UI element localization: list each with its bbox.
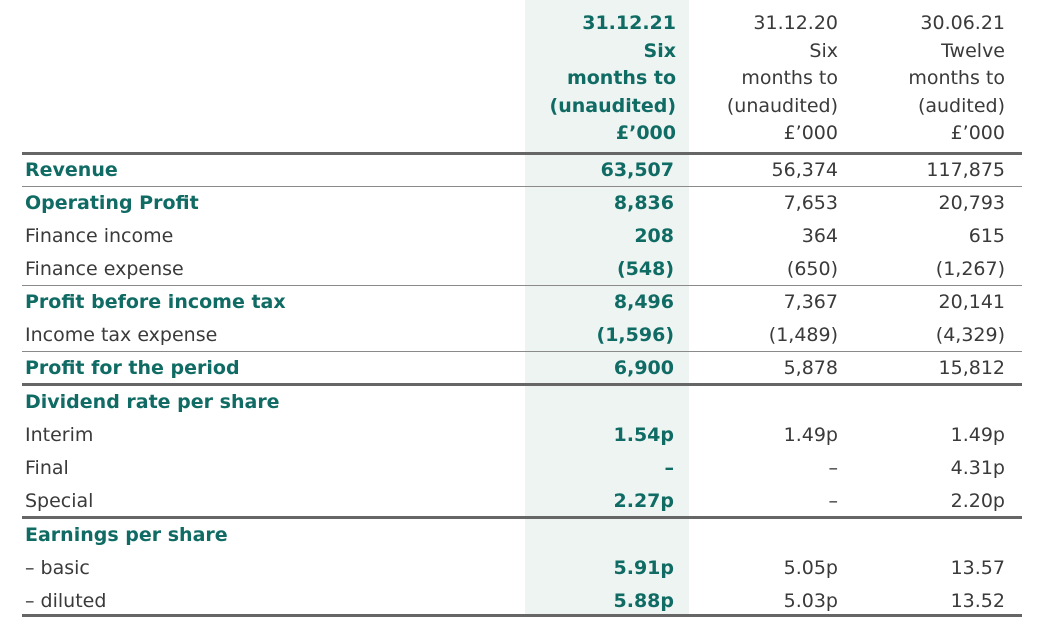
section-rule	[22, 383, 1022, 386]
value-current: 63,507	[600, 159, 674, 181]
value-prior: 7,653	[783, 192, 838, 214]
section-heading-row: Dividend rate per share	[22, 386, 1022, 419]
column-header-date: 31.12.21	[582, 12, 676, 34]
value-prior: 5,878	[783, 357, 838, 379]
value-annual: 2.20p	[950, 490, 1005, 512]
value-current: 8,836	[613, 192, 674, 214]
column-header-unit: £’000	[783, 122, 838, 144]
row-divider	[22, 285, 1022, 287]
column-header-months: months to	[566, 67, 676, 89]
row-label: Revenue	[25, 159, 118, 181]
table-row: – diluted 5.88p 5.03p 13.52	[22, 585, 1022, 618]
section-heading: Earnings per share	[25, 524, 228, 546]
current-period-column-shading	[525, 0, 689, 614]
table-row: Profit before income tax 8,496 7,367 20,…	[22, 286, 1022, 319]
value-current: 2.27p	[613, 490, 674, 512]
column-header-audit: (unaudited)	[549, 94, 676, 117]
value-annual: 20,793	[938, 192, 1005, 214]
value-annual: (4,329)	[935, 324, 1005, 346]
value-current: 5.91p	[613, 557, 674, 579]
value-prior: 56,374	[771, 159, 838, 181]
value-prior: –	[828, 490, 839, 512]
row-label: Profit for the period	[25, 357, 240, 379]
section-heading: Dividend rate per share	[25, 391, 280, 413]
value-current: (548)	[616, 258, 674, 280]
row-label: Operating Profit	[25, 192, 199, 214]
column-header-months: months to	[741, 67, 838, 89]
table-row: Special 2.27p – 2.20p	[22, 485, 1022, 518]
column-header-current: 31.12.21 Six months to (unaudited) £’000	[512, 10, 676, 148]
column-header-unit: £’000	[950, 122, 1005, 144]
row-label: Interim	[25, 424, 94, 446]
row-label: Special	[25, 490, 94, 512]
value-annual: 4.31p	[950, 457, 1005, 479]
column-header-period: Twelve	[941, 39, 1005, 62]
value-annual: 117,875	[926, 159, 1005, 181]
table-bottom-rule	[22, 614, 1022, 617]
row-label: Income tax expense	[25, 324, 218, 346]
column-header-audit: (audited)	[917, 94, 1005, 117]
table-row: – basic 5.91p 5.05p 13.57	[22, 552, 1022, 585]
value-prior: 5.03p	[783, 590, 838, 612]
value-prior: –	[828, 457, 839, 479]
value-current: 5.88p	[613, 590, 674, 612]
value-annual: 13.52	[950, 590, 1005, 612]
column-header-period: Six	[809, 39, 838, 62]
column-header-annual: 30.06.21 Twelve months to (audited) £’00…	[847, 10, 1005, 148]
value-prior: (650)	[786, 258, 838, 280]
row-label: Finance expense	[25, 258, 184, 280]
value-annual: 15,812	[938, 357, 1005, 379]
value-prior: 1.49p	[783, 424, 838, 446]
table-row: Finance expense (548) (650) (1,267)	[22, 253, 1022, 286]
value-current: 6,900	[613, 357, 674, 379]
value-annual: 13.57	[950, 557, 1005, 579]
value-current: 8,496	[613, 291, 674, 313]
column-header-audit: (unaudited)	[726, 94, 838, 117]
financial-summary-table: 31.12.21 Six months to (unaudited) £’000…	[22, 0, 1022, 640]
row-label: – diluted	[25, 590, 107, 612]
value-annual: 1.49p	[950, 424, 1005, 446]
value-annual: 20,141	[938, 291, 1005, 313]
header-rule	[22, 152, 1022, 155]
table-row: Final – – 4.31p	[22, 452, 1022, 485]
column-header-period: Six	[643, 39, 676, 62]
table-row: Profit for the period 6,900 5,878 15,812	[22, 352, 1022, 385]
column-header-months: months to	[908, 67, 1005, 89]
section-heading-row: Earnings per share	[22, 519, 1022, 552]
table-row: Interim 1.54p 1.49p 1.49p	[22, 419, 1022, 452]
column-header-unit: £’000	[615, 122, 676, 144]
section-rule	[22, 516, 1022, 519]
row-label: – basic	[25, 557, 90, 579]
table-row: Income tax expense (1,596) (1,489) (4,32…	[22, 319, 1022, 352]
row-label: Finance income	[25, 225, 174, 247]
row-divider	[22, 351, 1022, 353]
value-current: 1.54p	[613, 424, 674, 446]
value-prior: 7,367	[783, 291, 838, 313]
table-row: Finance income 208 364 615	[22, 220, 1022, 253]
row-label: Profit before income tax	[25, 291, 286, 313]
row-divider	[22, 186, 1022, 188]
table-row: Operating Profit 8,836 7,653 20,793	[22, 187, 1022, 220]
row-label: Final	[25, 457, 69, 479]
value-prior: 364	[801, 225, 838, 247]
value-annual: (1,267)	[935, 258, 1005, 280]
value-current: 208	[634, 225, 674, 247]
column-header-prior: 31.12.20 Six months to (unaudited) £’000	[680, 10, 838, 148]
column-header-date: 30.06.21	[920, 12, 1005, 34]
table-row: Revenue 63,507 56,374 117,875	[22, 154, 1022, 187]
value-prior: 5.05p	[783, 557, 838, 579]
value-current: (1,596)	[596, 324, 674, 346]
value-annual: 615	[968, 225, 1005, 247]
column-header-date: 31.12.20	[753, 12, 838, 34]
value-current: –	[664, 457, 675, 479]
value-prior: (1,489)	[768, 324, 838, 346]
